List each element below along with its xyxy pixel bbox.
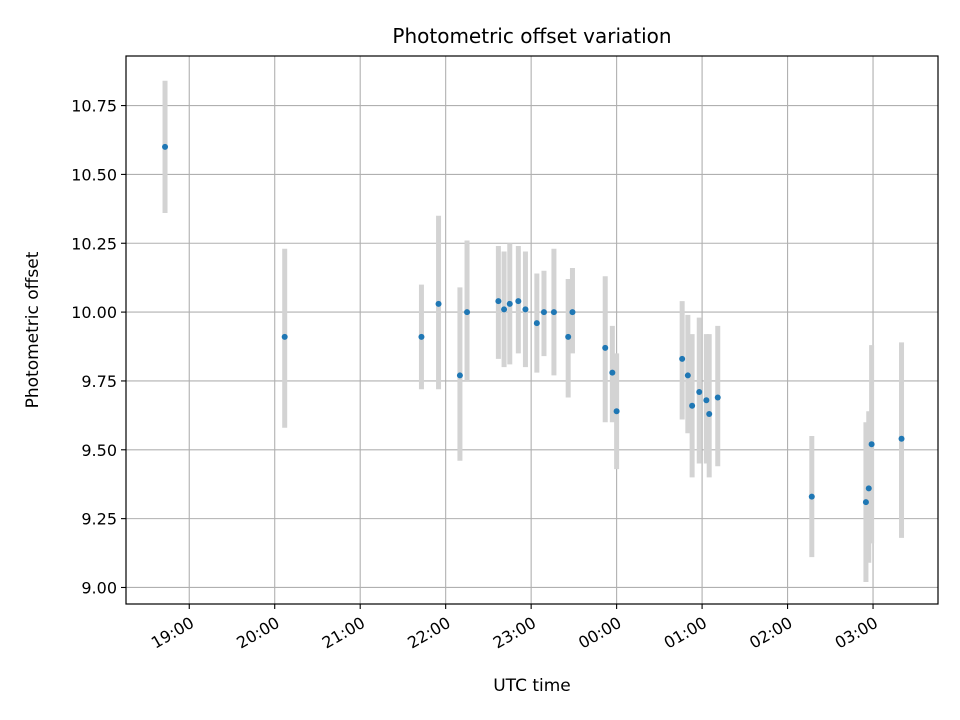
data-point <box>533 320 540 327</box>
data-point <box>456 372 463 379</box>
data-point <box>808 493 815 500</box>
data-point <box>703 397 710 404</box>
y-tick-label: 9.00 <box>81 578 117 597</box>
data-point <box>506 300 513 307</box>
data-point <box>868 441 875 448</box>
data-point <box>522 306 529 313</box>
y-axis: 9.00 9.25 9.50 9.75 10.00 10.25 10.50 10.75 <box>71 97 126 597</box>
data-point <box>898 435 905 442</box>
data-point <box>613 408 620 415</box>
data-point <box>684 372 691 379</box>
data-point <box>609 369 616 376</box>
data-point <box>565 333 572 340</box>
grid <box>126 56 938 604</box>
data-points <box>162 143 905 506</box>
data-point <box>515 298 522 305</box>
y-tick-label: 10.75 <box>71 97 117 116</box>
data-point <box>862 499 869 506</box>
data-point <box>464 309 471 316</box>
data-point <box>714 394 721 401</box>
plot-frame <box>125 55 939 605</box>
y-tick-label: 10.25 <box>71 234 117 253</box>
data-point <box>540 309 547 316</box>
data-point <box>689 402 696 409</box>
data-point <box>435 300 442 307</box>
data-point <box>162 143 169 150</box>
data-point <box>706 410 713 417</box>
chart-title: Photometric offset variation <box>392 24 671 48</box>
data-point <box>418 333 425 340</box>
y-tick-label: 9.25 <box>81 510 117 529</box>
data-point <box>696 388 703 395</box>
data-point <box>495 298 502 305</box>
data-point <box>501 306 508 313</box>
y-tick-label: 9.50 <box>81 441 117 460</box>
x-axis-label: UTC time <box>493 676 571 696</box>
data-point <box>679 355 686 362</box>
data-point <box>569 309 576 316</box>
y-tick-label: 9.75 <box>81 372 117 391</box>
data-point <box>865 485 872 492</box>
data-point <box>602 344 609 351</box>
y-tick-label: 10.50 <box>71 165 117 184</box>
data-point <box>550 309 557 316</box>
data-point <box>281 333 288 340</box>
y-tick-label: 10.00 <box>71 303 117 322</box>
y-axis-label: Photometric offset <box>23 251 43 408</box>
